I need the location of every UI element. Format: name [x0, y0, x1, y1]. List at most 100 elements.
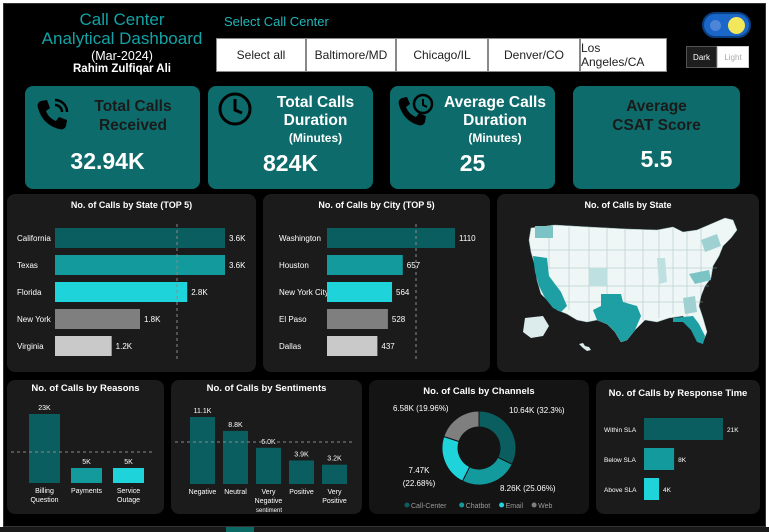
kpi-total-calls-value: 32.94K [70, 148, 145, 174]
chart-title-channels: No. of Calls by Channels [423, 386, 535, 397]
active-page-tab[interactable] [226, 527, 254, 532]
map-state-colorado [589, 268, 607, 286]
bar-above-sla[interactable] [644, 478, 660, 500]
category-label-texas: Texas [17, 261, 38, 270]
panel-calls-by-reasons: No. of Calls by Reasons 23K Billing Questi… [7, 380, 164, 514]
category-label-virginia: Virginia [17, 342, 44, 351]
data-label-virginia: 1.2K [116, 342, 133, 351]
panel-calls-by-sentiments: No. of Calls by Sentiments 11.1K Negative… [171, 380, 362, 514]
dark-mode-button[interactable]: Dark [686, 46, 717, 68]
kpi-total-duration: Total Calls Duration (Minutes) 824K [208, 86, 373, 189]
category-label-very-positive-1: Positive [322, 498, 347, 505]
category-label-above-sla: Above SLA [604, 487, 637, 494]
bar-dallas[interactable] [327, 336, 378, 356]
data-label-service-outage: 5K [124, 459, 133, 466]
kpi-avg-duration-title-1: Average Calls [444, 94, 546, 111]
slice-web[interactable] [443, 410, 480, 443]
bar-billing-question[interactable] [29, 414, 60, 483]
category-label-below-sla: Below SLA [604, 457, 636, 464]
moon-icon [710, 20, 721, 31]
legend-marker-web [531, 502, 537, 508]
slice-chatbot[interactable] [461, 456, 513, 486]
data-label-web: 6.58K (19.96%) [393, 404, 449, 413]
legend-label-web[interactable]: Web [538, 503, 552, 510]
category-label-el-paso: El Paso [279, 315, 307, 324]
bar-below-sla[interactable] [644, 448, 675, 470]
map-alaska [523, 316, 549, 338]
category-label-billing-question-1: Question [30, 497, 58, 504]
bar-el-paso[interactable] [327, 309, 388, 329]
map-state-georgia [683, 296, 697, 314]
phone-icon [37, 98, 69, 130]
slice-call-center[interactable] [478, 410, 517, 466]
category-label-service-outage-1: Outage [117, 497, 140, 504]
theme-toggle[interactable] [702, 12, 751, 38]
data-label-california: 3.6K [229, 234, 246, 243]
bar-very-positive[interactable] [322, 464, 347, 484]
chart-calls-by-response-time: Within SLA 21K Below SLA 8K Above SLA 4K [604, 418, 739, 500]
chart-calls-by-city: Washington 1110 Houston 657 New York City 564… [279, 224, 476, 359]
bar-texas[interactable] [55, 255, 225, 275]
data-label-dallas: 437 [381, 342, 395, 351]
category-label-negative: Negative [189, 489, 217, 496]
data-label-call-center: 10.64K (32.3%) [509, 406, 565, 415]
legend-marker-email [499, 502, 505, 508]
category-label-within-sla: Within SLA [604, 427, 637, 434]
kpi-total-calls: Total Calls Received 32.94K [25, 86, 200, 189]
x-axis-label: sentiment [256, 508, 282, 514]
legend-label-email[interactable]: Email [506, 503, 524, 510]
slicer-option-select-all[interactable]: Select all [216, 38, 306, 72]
chart-calls-by-state: California 3.6K Texas 3.6K Florida 2.8K New Yo… [17, 224, 246, 359]
clock-icon [218, 92, 252, 126]
category-label-very-negative-1: Negative [255, 498, 283, 505]
bar-very-negative[interactable] [256, 447, 281, 484]
bar-positive[interactable] [289, 460, 314, 484]
data-label-houston: 657 [407, 261, 421, 270]
bar-payments[interactable] [71, 468, 102, 483]
panel-calls-by-state: No. of Calls by State (TOP 5) California… [7, 194, 256, 372]
light-mode-button[interactable]: Light [717, 46, 749, 68]
dashboard-author: Rahim Zulfiqar Ali [73, 63, 171, 75]
bar-service-outage[interactable] [113, 468, 144, 483]
data-label-payments: 5K [82, 459, 91, 466]
category-label-houston: Houston [279, 261, 309, 270]
map-state-virginia [689, 270, 711, 284]
chart-title-state: No. of Calls by State (TOP 5) [70, 200, 193, 210]
bar-neutral[interactable] [223, 430, 248, 484]
data-label-florida: 2.8K [191, 288, 208, 297]
data-label-email: 7.47K [409, 466, 431, 475]
category-label-billing-question: Billing [35, 488, 54, 495]
chart-calls-by-sentiments: 11.1K Negative 8.8K Neutral 6.0K Very Negative… [175, 408, 355, 514]
slicer-option-los-angeles[interactable]: Los Angeles/CA [580, 38, 667, 72]
chart-title-response-time: No. of Calls by Response Time [608, 388, 748, 399]
panel-calls-by-city: No. of Calls by City (TOP 5) Washington 1… [263, 194, 490, 372]
bar-houston[interactable] [327, 255, 403, 275]
chart-title-sentiments: No. of Calls by Sentiments [206, 383, 327, 394]
legend-label-chatbot[interactable]: Chatbot [466, 503, 491, 510]
slicer-option-baltimore[interactable]: Baltimore/MD [306, 38, 396, 72]
bar-virginia[interactable] [55, 336, 112, 356]
category-label-very-negative: Very [261, 489, 276, 496]
legend-label-call-center[interactable]: Call-Center [411, 503, 447, 510]
bar-within-sla[interactable] [644, 418, 723, 440]
map-state-illinois [657, 258, 667, 284]
data-label-chatbot: 8.26K (25.06%) [500, 484, 556, 493]
kpi-csat-title-2: CSAT Score [612, 117, 701, 134]
data-label-below-sla: 8K [678, 457, 687, 464]
slicer-option-denver[interactable]: Denver/CO [488, 38, 580, 72]
bar-california[interactable] [55, 228, 225, 248]
slicer-option-chicago[interactable]: Chicago/IL [396, 38, 488, 72]
kpi-average-duration: Average Calls Duration (Minutes) 25 [390, 86, 555, 189]
category-label-florida: Florida [17, 288, 42, 297]
bar-negative[interactable] [190, 417, 215, 484]
dashboard-title-line2: Analytical Dashboard [41, 29, 203, 48]
bar-new-york-city[interactable] [327, 282, 393, 302]
slice-email[interactable] [441, 435, 471, 482]
bar-new-york[interactable] [55, 309, 140, 329]
bar-washington[interactable] [327, 228, 455, 248]
category-label-washington: Washington [279, 234, 321, 243]
data-label-positive: 3.9K [294, 451, 309, 458]
dashboard-month: (Mar-2024) [91, 49, 153, 63]
bar-florida[interactable] [55, 282, 188, 302]
phone-clock-icon [398, 93, 434, 126]
